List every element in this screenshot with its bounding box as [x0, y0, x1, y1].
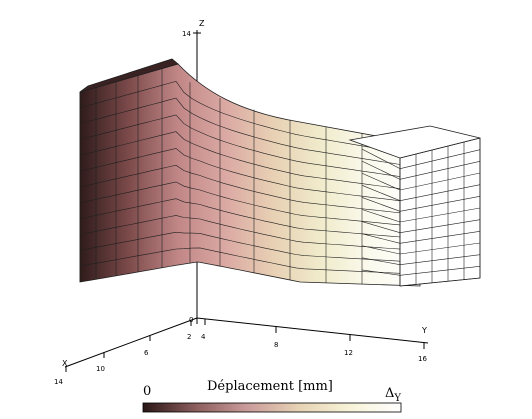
y-axis-label: Y — [421, 326, 427, 335]
end-transition-line — [361, 209, 401, 223]
end-row-line — [399, 184, 481, 201]
beam-end-grid — [361, 137, 481, 287]
end-transition-line — [361, 221, 401, 233]
x-axis-tick-label-14: 14 — [54, 378, 63, 386]
x-axis-label: X — [62, 359, 68, 368]
end-transition-line — [361, 148, 401, 169]
end-row-line — [399, 277, 481, 287]
y-axis-tick-label-2: 2 — [187, 333, 191, 341]
end-row-line — [399, 266, 481, 276]
x-axis: 0 6 10 14 X — [54, 316, 198, 386]
x-axis-line — [64, 317, 198, 368]
colorbar-max-symbol: Δ — [385, 386, 394, 401]
mesh-row-line — [79, 80, 401, 153]
end-transition-line — [361, 257, 401, 265]
beam-end-face — [399, 137, 481, 287]
end-row-line — [399, 207, 481, 223]
beam-front-face — [79, 63, 421, 287]
mesh-row-line — [79, 231, 401, 262]
colorbar-gradient — [142, 402, 402, 413]
end-transition-line — [361, 160, 401, 180]
colorbar-max-label: ΔY — [385, 386, 401, 404]
x-axis-tick-label-6: 6 — [144, 349, 149, 357]
end-transition-line — [361, 233, 401, 244]
mesh-row-line — [79, 114, 401, 177]
y-axis-tick-label-4: 4 — [201, 333, 206, 341]
colorbar-title: Déplacement [mm] — [207, 379, 333, 394]
mesh-row-line — [79, 164, 401, 214]
end-row-line — [399, 219, 481, 233]
y-axis-line — [196, 317, 429, 344]
x-axis-tick-label-0: 0 — [189, 316, 193, 324]
y-axis-tick-label-12: 12 — [344, 349, 353, 357]
y-axis-tick-label-16: 16 — [418, 355, 427, 363]
x-axis-tick-label-10: 10 — [96, 365, 105, 373]
z-axis-label: Z — [199, 19, 205, 28]
colorbar: Déplacement [mm] 0 ΔY — [142, 379, 402, 413]
mesh-row-line — [79, 215, 401, 250]
end-row-line — [399, 161, 481, 180]
colorbar-max-subscript: Y — [393, 393, 401, 404]
end-row-line — [399, 196, 481, 212]
end-transition-line — [361, 245, 401, 255]
end-row-line — [399, 172, 481, 191]
mesh-row-line — [79, 247, 401, 274]
mesh-row-line — [79, 131, 401, 189]
mesh-row-line — [79, 148, 401, 202]
end-row-line — [399, 242, 481, 255]
colorbar-min-label: 0 — [143, 384, 151, 399]
end-row-line — [399, 231, 481, 244]
beam-top-face — [79, 58, 179, 93]
end-row-line — [399, 137, 481, 159]
end-transition-line — [361, 269, 401, 276]
mesh-row-line — [79, 97, 401, 165]
y-axis-tick-label-8: 8 — [274, 341, 278, 349]
y-axis: 2 4 8 12 16 Y — [187, 317, 429, 363]
end-transition-line — [361, 185, 401, 201]
end-row-line — [399, 254, 481, 265]
end-row-line — [399, 149, 481, 169]
end-transition-line — [361, 197, 401, 212]
end-transition-line — [361, 172, 401, 191]
mesh-row-line — [79, 198, 401, 238]
beam-front-grid — [79, 68, 401, 286]
beam-mesh — [79, 58, 481, 287]
z-axis-tick-label: 14 — [182, 30, 191, 38]
mesh-row-line — [79, 181, 401, 226]
